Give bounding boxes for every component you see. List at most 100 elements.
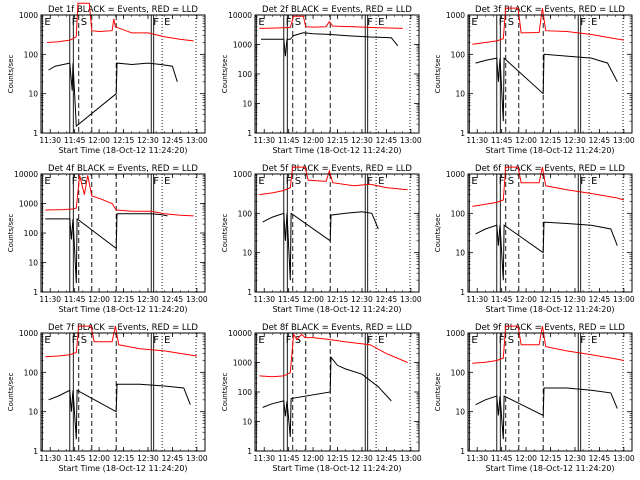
plot-frame bbox=[467, 14, 633, 134]
x-tick-label: 11:45 bbox=[278, 136, 300, 145]
x-axis-label: Start Time (18-Oct-12 11:24:20) bbox=[272, 464, 401, 473]
y-tick-label: 1000 bbox=[446, 170, 465, 179]
series-lld-line bbox=[472, 7, 624, 45]
x-tick-label: 13:00 bbox=[400, 454, 422, 463]
event-marker-label: E bbox=[378, 335, 384, 346]
event-marker-label: F bbox=[286, 17, 292, 28]
event-marker-label: S bbox=[508, 17, 514, 28]
event-marker-label: S bbox=[81, 17, 87, 28]
event-marker-label: E bbox=[164, 176, 170, 187]
plot-frame bbox=[40, 14, 206, 134]
series-events-line bbox=[262, 355, 392, 437]
series-events-line bbox=[261, 32, 399, 57]
y-tick-label: 10 bbox=[28, 408, 38, 417]
x-tick-label: 12:45 bbox=[162, 454, 184, 463]
y-tick-label: 100 bbox=[238, 388, 253, 397]
event-marker-label: F bbox=[153, 17, 159, 28]
y-axis-label: Counts/sec bbox=[434, 55, 442, 94]
event-marker-label: F bbox=[286, 335, 292, 346]
x-tick-label: 11:30 bbox=[39, 295, 61, 304]
y-tick-label: 1 bbox=[460, 447, 465, 456]
y-axis-label: Counts/sec bbox=[434, 214, 442, 253]
event-marker-label: F bbox=[367, 176, 373, 187]
event-marker-label: F bbox=[72, 335, 78, 346]
series-events-line bbox=[475, 387, 618, 440]
x-tick-label: 12:00 bbox=[515, 454, 537, 463]
plot-frame bbox=[254, 332, 420, 452]
x-tick-label: 12:15 bbox=[327, 295, 349, 304]
event-marker-label: F bbox=[580, 176, 586, 187]
y-tick-label: 100 bbox=[24, 50, 39, 59]
event-marker-label: S bbox=[508, 176, 514, 187]
event-marker-label: F bbox=[153, 176, 159, 187]
plot-frame bbox=[40, 332, 206, 452]
y-tick-label: 1 bbox=[247, 129, 252, 138]
y-axis-label: Counts/sec bbox=[221, 55, 229, 94]
x-tick-label: 12:30 bbox=[137, 136, 159, 145]
y-tick-label: 1 bbox=[460, 129, 465, 138]
panel-title: Det 4f BLACK = Events, RED = LLD bbox=[48, 164, 198, 174]
y-tick-label: 10 bbox=[28, 90, 38, 99]
x-tick-label: 12:30 bbox=[564, 136, 586, 145]
event-marker-label: E bbox=[164, 335, 170, 346]
event-marker-label: S bbox=[81, 335, 87, 346]
series-events-line bbox=[475, 53, 618, 122]
event-marker-label: F bbox=[499, 176, 505, 187]
x-tick-label: 11:30 bbox=[253, 454, 275, 463]
y-tick-label: 1000 bbox=[19, 11, 38, 20]
x-axis-label: Start Time (18-Oct-12 11:24:20) bbox=[58, 464, 187, 473]
x-tick-label: 12:15 bbox=[113, 295, 135, 304]
plot-frame bbox=[467, 173, 633, 293]
x-tick-label: 11:45 bbox=[491, 454, 513, 463]
y-axis-label: Counts/sec bbox=[7, 55, 15, 94]
panel-title: Det 8f BLACK = Events, RED = LLD bbox=[262, 323, 412, 333]
series-lld-line bbox=[259, 332, 408, 378]
event-marker-label: F bbox=[499, 17, 505, 28]
event-marker-label: E bbox=[471, 176, 477, 187]
plot-frame bbox=[467, 332, 633, 452]
x-tick-label: 12:15 bbox=[327, 454, 349, 463]
series-lld-line bbox=[46, 2, 194, 43]
event-marker-label: S bbox=[295, 176, 301, 187]
series-events-line bbox=[45, 213, 168, 284]
event-marker-label: E bbox=[471, 17, 477, 28]
y-tick-label: 1000 bbox=[19, 329, 38, 338]
y-tick-label: 10 bbox=[242, 100, 252, 109]
x-tick-label: 12:15 bbox=[327, 136, 349, 145]
x-tick-label: 12:45 bbox=[376, 136, 398, 145]
x-tick-label: 11:30 bbox=[466, 136, 488, 145]
panel-title: Det 3f BLACK = Events, RED = LLD bbox=[475, 5, 625, 15]
y-tick-label: 1000 bbox=[233, 41, 252, 50]
y-tick-label: 10000 bbox=[14, 170, 38, 179]
x-tick-label: 11:30 bbox=[466, 454, 488, 463]
y-tick-label: 1 bbox=[33, 129, 38, 138]
x-tick-label: 13:00 bbox=[186, 295, 208, 304]
x-tick-label: 11:45 bbox=[278, 295, 300, 304]
event-marker-label: E bbox=[258, 176, 264, 187]
series-events-line bbox=[48, 383, 191, 440]
x-tick-label: 13:00 bbox=[613, 295, 635, 304]
y-tick-label: 1000 bbox=[446, 329, 465, 338]
x-tick-label: 12:45 bbox=[589, 136, 611, 145]
x-tick-label: 12:00 bbox=[302, 136, 324, 145]
x-tick-label: 12:30 bbox=[351, 295, 373, 304]
y-axis-label: Counts/sec bbox=[434, 373, 442, 412]
event-marker-label: S bbox=[295, 17, 301, 28]
x-axis-label: Start Time (18-Oct-12 11:24:20) bbox=[272, 305, 401, 314]
series-lld-line bbox=[472, 325, 624, 364]
x-tick-label: 11:45 bbox=[64, 136, 86, 145]
y-axis-label: Counts/sec bbox=[221, 373, 229, 412]
y-axis-label: Counts/sec bbox=[7, 214, 15, 253]
x-tick-label: 12:45 bbox=[589, 454, 611, 463]
y-tick-label: 1 bbox=[247, 288, 252, 297]
y-axis-label: Counts/sec bbox=[7, 373, 15, 412]
x-tick-label: 12:45 bbox=[589, 295, 611, 304]
series-lld-line bbox=[259, 15, 403, 29]
x-tick-label: 11:45 bbox=[64, 295, 86, 304]
x-tick-label: 11:45 bbox=[491, 136, 513, 145]
panel-title: Det 5f BLACK = Events, RED = LLD bbox=[262, 164, 412, 174]
y-tick-label: 10 bbox=[28, 259, 38, 268]
event-marker-label: F bbox=[367, 17, 373, 28]
x-tick-label: 11:45 bbox=[64, 454, 86, 463]
event-marker-label: E bbox=[44, 176, 50, 187]
